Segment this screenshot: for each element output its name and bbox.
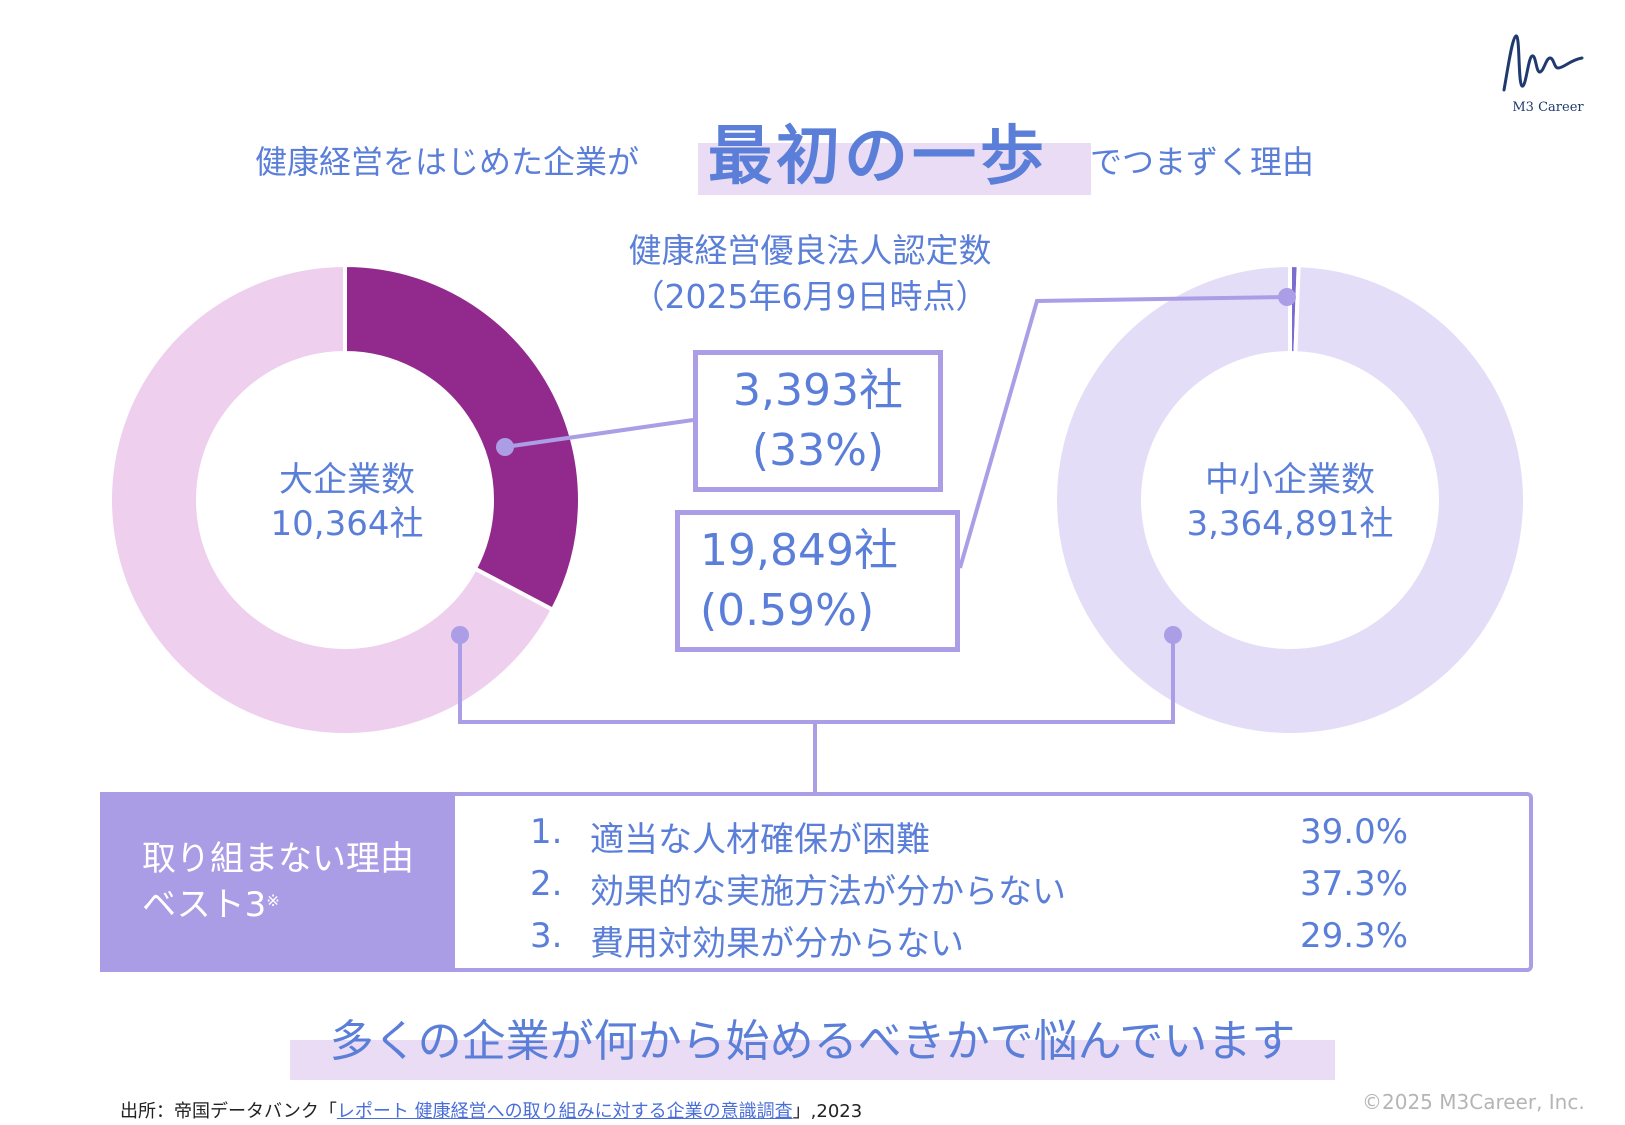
headline-key: 最初の一歩	[708, 120, 1048, 194]
reason-number: 1.	[530, 812, 563, 852]
reasons-heading: 取り組まない理由 ベスト3※	[100, 792, 460, 972]
source-prefix: 出所：帝国データバンク「	[120, 1101, 337, 1122]
subtitle-line-1: 健康経営優良法人認定数	[628, 231, 992, 270]
note-mark: ※	[266, 891, 280, 910]
large-certified-callout: 3,393社 (33%)	[693, 350, 943, 492]
sme-certified-count: 19,849社	[700, 525, 898, 576]
conclusion-highlight	[290, 1040, 1335, 1080]
sme-donut-label: 中小企業数 3,364,891社	[1170, 458, 1410, 546]
connector-lines	[451, 288, 1296, 792]
reason-percent: 37.3%	[1300, 864, 1409, 904]
reason-item: 2. 効果的な実施方法が分からない 37.3%	[530, 864, 1430, 916]
large-donut-label: 大企業数 10,364社	[227, 458, 467, 546]
large-company-donut	[108, 262, 582, 737]
reason-text: 効果的な実施方法が分からない	[590, 872, 1066, 912]
m3-career-logo	[1502, 34, 1584, 92]
reason-item: 1. 適当な人材確保が困難 39.0%	[530, 812, 1430, 864]
reason-percent: 39.0%	[1300, 812, 1409, 852]
sme-certified-pct: (0.59%)	[700, 585, 875, 636]
large-certified-pct: (33%)	[751, 425, 885, 476]
reason-item: 3. 費用対効果が分からない 29.3%	[530, 916, 1430, 968]
certified-slice	[343, 262, 582, 613]
source-citation: 出所：帝国データバンク「レポート 健康経営への取り組みに対する企業の意識調査」,…	[120, 1097, 862, 1123]
chart-subtitle: 健康経営優良法人認定数 （2025年6月9日時点）	[560, 228, 1060, 320]
headline-prefix: 健康経営をはじめた企業が	[255, 143, 640, 181]
reasons-heading-line-1: 取り組まない理由	[142, 839, 414, 879]
logo-text: M3 Career	[1512, 100, 1584, 115]
reason-number: 3.	[530, 916, 563, 956]
large-callout-connector	[504, 418, 694, 449]
sme-certified-callout: 19,849社 (0.59%)	[675, 510, 960, 652]
sme-donut-title: 中小企業数	[1205, 460, 1375, 500]
reason-text: 費用対効果が分からない	[590, 924, 964, 964]
large-donut-title: 大企業数	[279, 460, 415, 500]
large-donut-total: 10,364社	[270, 504, 424, 544]
sme-donut-total: 3,364,891社	[1186, 504, 1394, 544]
sme-other-dot	[1164, 626, 1182, 644]
headline-highlight	[698, 143, 1091, 195]
large-certified-count: 3,393社	[733, 365, 903, 416]
reason-number: 2.	[530, 864, 563, 904]
sme-callout-connector	[958, 295, 1288, 569]
source-suffix: 」,2023	[792, 1101, 863, 1122]
reasons-list: 1. 適当な人材確保が困難 39.0% 2. 効果的な実施方法が分からない 37…	[455, 792, 1533, 972]
reason-percent: 29.3%	[1300, 916, 1409, 956]
copyright: ©2025 M3Career, Inc.	[1362, 1090, 1585, 1114]
reasons-heading-line-2: ベスト3※	[142, 882, 460, 928]
other-slice	[108, 262, 556, 737]
large-other-dot	[451, 626, 469, 644]
reasons-heading-best3: ベスト3	[142, 885, 267, 925]
headline-suffix: でつまずく理由	[1090, 143, 1315, 181]
reason-text: 適当な人材確保が困難	[590, 820, 930, 860]
large-certified-dot	[496, 438, 514, 456]
subtitle-line-2: （2025年6月9日時点）	[631, 277, 989, 316]
source-link[interactable]: レポート 健康経営への取り組みに対する企業の意識調査	[336, 1101, 793, 1122]
sme-certified-dot	[1278, 288, 1296, 306]
conclusion-text: 多くの企業が何から始めるべきかで悩んでいます	[329, 1016, 1296, 1067]
